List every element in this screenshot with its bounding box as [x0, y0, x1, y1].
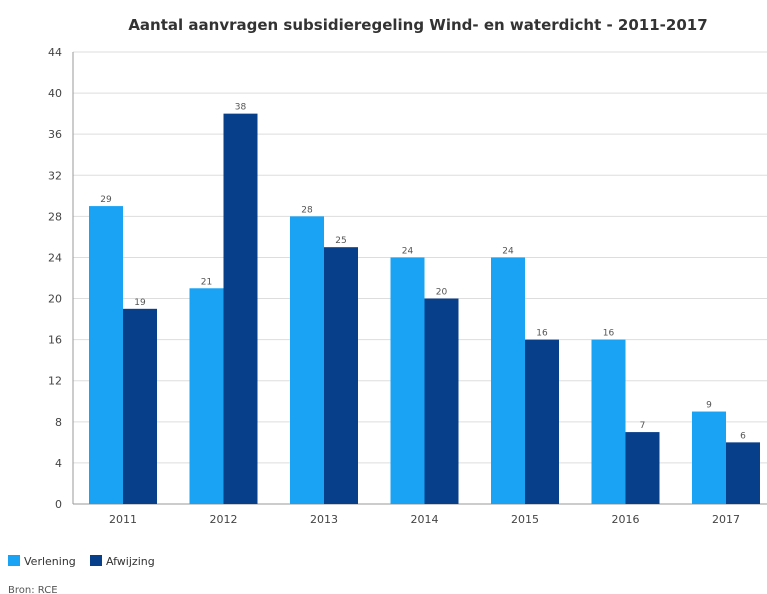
legend: Verlening Afwijzing — [8, 555, 155, 568]
chart-title: Aantal aanvragen subsidieregeling Wind- … — [128, 16, 707, 34]
data-label: 7 — [640, 421, 646, 431]
bar-afwijzing-2015 — [525, 339, 559, 504]
x-axis: 2011 2012 2013 2014 2015 2016 2017 — [109, 513, 740, 526]
bar-verlening-2012 — [189, 288, 224, 504]
data-label: 29 — [100, 195, 112, 205]
data-label: 21 — [201, 277, 212, 287]
data-label: 24 — [402, 246, 414, 256]
source-note: Bron: RCE — [8, 585, 58, 594]
x-tick-label: 2012 — [210, 513, 238, 526]
data-label: 9 — [706, 401, 712, 411]
data-label: 28 — [301, 205, 313, 215]
data-label: 25 — [335, 236, 346, 246]
data-label: 20 — [436, 288, 448, 298]
bar-verlening-2016 — [591, 339, 626, 504]
x-tick-label: 2014 — [411, 513, 439, 526]
bar-verlening-2015 — [491, 257, 525, 504]
x-tick-label: 2011 — [109, 513, 137, 526]
bars: 29 19 21 38 28 25 24 20 24 16 16 7 9 6 — [89, 103, 760, 505]
y-axis: 0 4 8 12 16 20 24 28 32 36 40 44 — [48, 46, 74, 511]
bar-verlening-2011 — [89, 206, 123, 504]
y-tick-label: 4 — [55, 457, 62, 470]
data-label: 24 — [502, 246, 514, 256]
x-tick-label: 2017 — [712, 513, 740, 526]
data-label: 19 — [134, 298, 146, 308]
data-label: 16 — [536, 329, 548, 339]
bar-afwijzing-2016 — [625, 432, 660, 504]
y-tick-label: 44 — [48, 46, 62, 59]
bar-verlening-2014 — [390, 257, 425, 504]
bar-afwijzing-2017 — [726, 442, 760, 504]
x-tick-label: 2016 — [612, 513, 640, 526]
y-tick-label: 20 — [48, 293, 62, 306]
y-tick-label: 36 — [48, 128, 62, 141]
x-tick-label: 2013 — [310, 513, 338, 526]
y-tick-label: 40 — [48, 87, 62, 100]
y-tick-label: 8 — [55, 416, 62, 429]
bar-afwijzing-2013 — [324, 247, 358, 504]
data-label: 38 — [235, 103, 247, 113]
legend-label-afwijzing: Afwijzing — [106, 555, 155, 568]
bar-afwijzing-2011 — [123, 308, 157, 504]
bar-afwijzing-2014 — [424, 298, 459, 504]
bar-afwijzing-2012 — [223, 113, 258, 505]
data-label: 16 — [603, 329, 615, 339]
y-tick-label: 24 — [48, 251, 62, 264]
bar-verlening-2013 — [290, 216, 324, 504]
legend-label-verlening: Verlening — [24, 555, 76, 568]
x-tick-label: 2015 — [511, 513, 539, 526]
data-label: 6 — [740, 431, 746, 441]
y-tick-label: 16 — [48, 334, 62, 347]
y-tick-label: 28 — [48, 210, 62, 223]
y-tick-label: 0 — [55, 498, 62, 511]
bar-verlening-2017 — [692, 411, 726, 504]
legend-swatch-afwijzing — [90, 555, 102, 566]
y-tick-label: 12 — [48, 375, 62, 388]
y-tick-label: 32 — [48, 169, 62, 182]
legend-swatch-verlening — [8, 555, 20, 566]
